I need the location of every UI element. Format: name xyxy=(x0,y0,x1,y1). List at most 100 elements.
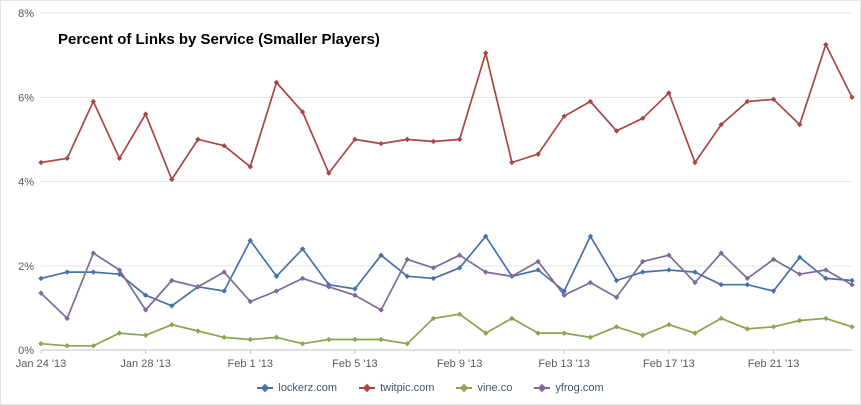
legend-item-twitpic[interactable]: twitpic.com xyxy=(359,382,434,394)
data-point-twitpic.com[interactable] xyxy=(142,111,149,117)
data-point-lockerz.com[interactable] xyxy=(640,269,646,275)
data-point-yfrog.com[interactable] xyxy=(169,277,175,284)
data-point-vine.co[interactable] xyxy=(378,336,384,343)
data-point-vine.co[interactable] xyxy=(640,332,646,338)
data-point-twitpic.com[interactable] xyxy=(483,50,489,56)
data-point-yfrog.com[interactable] xyxy=(326,284,332,290)
data-point-yfrog.com[interactable] xyxy=(823,267,829,273)
data-point-lockerz.com[interactable] xyxy=(430,275,437,282)
data-point-yfrog.com[interactable] xyxy=(221,269,227,275)
data-point-vine.co[interactable] xyxy=(796,317,803,324)
data-point-twitpic.com[interactable] xyxy=(587,98,594,105)
data-point-lockerz.com[interactable] xyxy=(456,265,463,271)
data-point-vine.co[interactable] xyxy=(561,330,567,336)
data-point-vine.co[interactable] xyxy=(770,324,777,330)
data-point-vine.co[interactable] xyxy=(273,334,280,341)
data-point-vine.co[interactable] xyxy=(509,315,515,322)
data-point-vine.co[interactable] xyxy=(90,343,97,349)
data-point-vine.co[interactable] xyxy=(849,324,855,330)
data-point-yfrog.com[interactable] xyxy=(483,269,489,275)
data-point-lockerz.com[interactable] xyxy=(221,288,227,294)
data-point-yfrog.com[interactable] xyxy=(64,315,70,322)
data-point-twitpic.com[interactable] xyxy=(169,176,175,183)
data-point-twitpic.com[interactable] xyxy=(273,79,280,86)
data-point-twitpic.com[interactable] xyxy=(796,121,803,128)
data-point-vine.co[interactable] xyxy=(456,311,463,317)
data-point-twitpic.com[interactable] xyxy=(90,98,97,105)
data-point-lockerz.com[interactable] xyxy=(247,237,253,244)
data-point-lockerz.com[interactable] xyxy=(404,273,410,279)
data-point-twitpic.com[interactable] xyxy=(613,128,620,134)
data-point-twitpic.com[interactable] xyxy=(195,136,201,143)
data-point-twitpic.com[interactable] xyxy=(823,41,829,48)
data-point-vine.co[interactable] xyxy=(535,330,541,336)
data-point-twitpic.com[interactable] xyxy=(770,96,777,103)
data-point-vine.co[interactable] xyxy=(299,340,306,347)
data-point-lockerz.com[interactable] xyxy=(352,286,358,292)
data-point-yfrog.com[interactable] xyxy=(718,250,724,256)
data-point-vine.co[interactable] xyxy=(142,332,149,338)
data-point-twitpic.com[interactable] xyxy=(666,90,672,96)
data-point-lockerz.com[interactable] xyxy=(718,282,724,288)
data-point-lockerz.com[interactable] xyxy=(823,275,829,282)
data-point-yfrog.com[interactable] xyxy=(38,290,44,296)
data-point-twitpic.com[interactable] xyxy=(352,136,358,143)
data-point-yfrog.com[interactable] xyxy=(744,275,751,282)
data-point-twitpic.com[interactable] xyxy=(38,159,44,166)
data-point-vine.co[interactable] xyxy=(404,340,410,347)
data-point-vine.co[interactable] xyxy=(352,336,358,343)
data-point-lockerz.com[interactable] xyxy=(483,233,489,239)
data-point-twitpic.com[interactable] xyxy=(404,136,410,143)
data-point-lockerz.com[interactable] xyxy=(535,267,541,273)
data-point-yfrog.com[interactable] xyxy=(849,282,855,288)
legend-item-vine[interactable]: vine.co xyxy=(456,382,512,394)
data-point-twitpic.com[interactable] xyxy=(299,109,306,115)
legend-item-yfrog[interactable]: yfrog.com xyxy=(534,382,604,394)
data-point-yfrog.com[interactable] xyxy=(273,288,280,294)
data-point-twitpic.com[interactable] xyxy=(849,94,855,100)
data-point-lockerz.com[interactable] xyxy=(64,269,70,275)
data-point-yfrog.com[interactable] xyxy=(116,267,123,273)
data-point-vine.co[interactable] xyxy=(38,340,44,347)
data-point-twitpic.com[interactable] xyxy=(221,142,227,149)
data-point-lockerz.com[interactable] xyxy=(744,282,751,288)
data-point-lockerz.com[interactable] xyxy=(613,277,620,284)
data-point-vine.co[interactable] xyxy=(116,330,123,336)
data-point-vine.co[interactable] xyxy=(823,315,829,322)
data-point-lockerz.com[interactable] xyxy=(561,288,567,294)
data-point-yfrog.com[interactable] xyxy=(404,256,410,263)
data-point-twitpic.com[interactable] xyxy=(509,159,515,166)
data-point-yfrog.com[interactable] xyxy=(142,307,149,313)
data-point-lockerz.com[interactable] xyxy=(666,267,672,273)
data-point-yfrog.com[interactable] xyxy=(509,273,515,279)
data-point-vine.co[interactable] xyxy=(169,322,175,328)
data-point-vine.co[interactable] xyxy=(195,328,201,334)
data-point-twitpic.com[interactable] xyxy=(456,136,463,143)
data-point-twitpic.com[interactable] xyxy=(247,164,253,170)
data-point-yfrog.com[interactable] xyxy=(587,279,594,286)
data-point-lockerz.com[interactable] xyxy=(273,273,280,279)
data-point-vine.co[interactable] xyxy=(613,324,620,330)
data-point-yfrog.com[interactable] xyxy=(378,307,384,313)
data-point-yfrog.com[interactable] xyxy=(352,292,358,298)
data-point-twitpic.com[interactable] xyxy=(561,113,567,119)
data-point-yfrog.com[interactable] xyxy=(796,271,803,277)
data-point-vine.co[interactable] xyxy=(430,315,437,322)
data-point-lockerz.com[interactable] xyxy=(796,254,803,261)
data-point-vine.co[interactable] xyxy=(666,322,672,328)
data-point-vine.co[interactable] xyxy=(718,315,724,322)
data-point-vine.co[interactable] xyxy=(64,343,70,349)
data-point-twitpic.com[interactable] xyxy=(718,121,724,128)
data-point-vine.co[interactable] xyxy=(221,334,227,341)
data-point-vine.co[interactable] xyxy=(247,336,253,343)
data-point-lockerz.com[interactable] xyxy=(299,246,306,252)
data-point-lockerz.com[interactable] xyxy=(90,269,97,275)
data-point-twitpic.com[interactable] xyxy=(116,155,123,162)
data-point-vine.co[interactable] xyxy=(692,330,698,336)
data-point-yfrog.com[interactable] xyxy=(535,258,541,265)
data-point-yfrog.com[interactable] xyxy=(692,279,698,286)
data-point-twitpic.com[interactable] xyxy=(640,115,646,122)
data-point-twitpic.com[interactable] xyxy=(744,98,751,105)
data-point-lockerz.com[interactable] xyxy=(169,303,175,309)
data-point-yfrog.com[interactable] xyxy=(430,265,437,271)
